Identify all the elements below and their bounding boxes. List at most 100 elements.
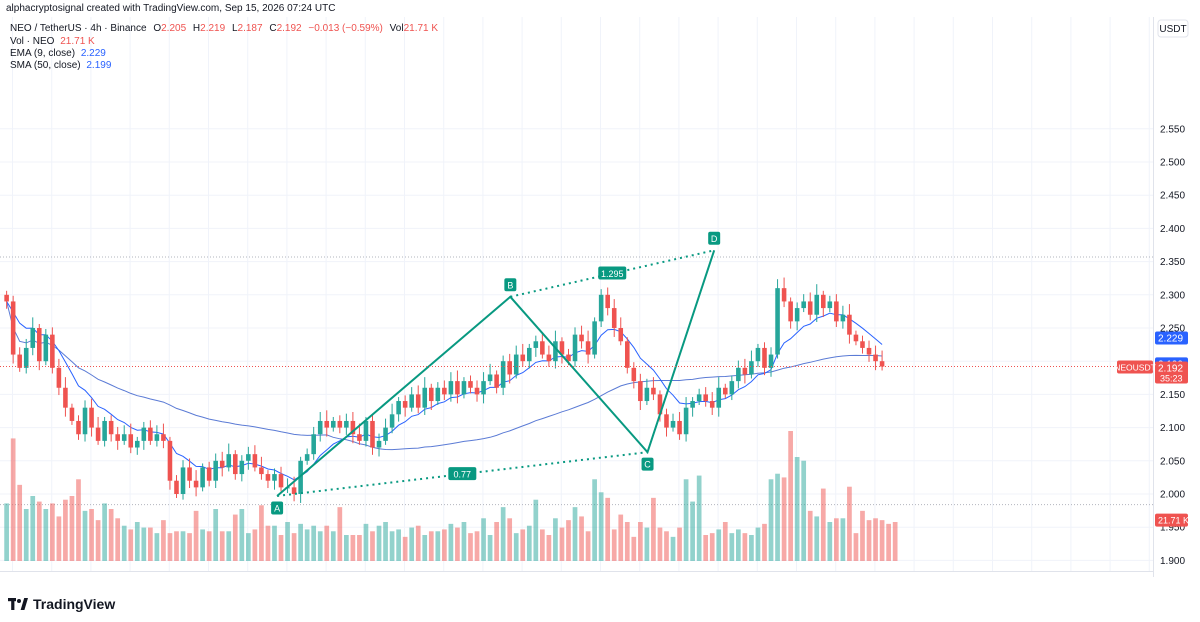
candle-body [507, 361, 512, 375]
candle-body [487, 374, 493, 382]
candle-body [252, 454, 258, 468]
candle-body [174, 480, 179, 494]
candle-body [135, 440, 140, 448]
price-axis-currency: USDT [1159, 24, 1186, 35]
chart-canvas[interactable]: 0.771.295ABCD2728293031Sep23456789101112… [0, 17, 1200, 600]
pattern-point-badge [271, 501, 284, 515]
candle-body [89, 407, 94, 428]
candle-body [376, 440, 382, 448]
legend-high-label: H [192, 23, 201, 34]
candle-body [128, 434, 134, 448]
candle-body [102, 420, 107, 441]
candle-body [82, 407, 88, 435]
candle-body [670, 420, 676, 428]
volume-bar [272, 525, 277, 561]
pattern-point-badge [641, 457, 654, 471]
candle-body [161, 434, 166, 441]
volume-bar [742, 533, 748, 561]
volume-bar [566, 520, 571, 561]
volume-bar [278, 535, 284, 561]
volume-bar [709, 533, 715, 561]
volume-bar [866, 520, 872, 561]
candle-body [389, 414, 395, 428]
candle-body [448, 381, 454, 395]
candle-body [442, 387, 447, 395]
legend-sma-value: 2.199 [86, 60, 112, 71]
volume-bar [206, 531, 212, 561]
candle-body [474, 387, 480, 395]
legend-vol-label: Vol [389, 23, 404, 34]
candle-body [180, 467, 186, 494]
legend-sma-row[interactable]: SMA (50, close) 2.199 [10, 60, 111, 72]
volume-bar [350, 535, 356, 561]
tradingview-logo[interactable]: TradingView [8, 596, 115, 612]
candle-body [468, 381, 473, 388]
candle-body [63, 387, 68, 408]
candle-body [749, 361, 754, 375]
candle-body [546, 354, 552, 362]
ema-price-tag-label: 2.229 [1158, 333, 1183, 344]
candle-body [566, 354, 571, 362]
candle-body [246, 454, 251, 461]
volume-bar [43, 509, 49, 561]
price-axis-tick-label: 2.250 [1160, 324, 1185, 335]
legend-ema-row[interactable]: EMA (9, close) 2.229 [10, 48, 106, 60]
chart-credit: alphacryptosignal created with TradingVi… [6, 3, 336, 14]
volume-bar [716, 529, 722, 561]
candle-body [572, 334, 578, 362]
volume-bar [788, 431, 793, 561]
price-chart[interactable]: 0.771.295ABCD2728293031Sep23456789101112… [0, 17, 1200, 600]
candle-body [50, 334, 55, 368]
candle-body [10, 301, 16, 355]
price-axis-tick-label: 1.950 [1160, 523, 1185, 534]
volume-bar [585, 531, 591, 561]
volume-bar [330, 531, 336, 561]
volume-bar [644, 527, 650, 561]
chart-header-bar: alphacryptosignal created with TradingVi… [0, 0, 1200, 17]
volume-bar [317, 531, 323, 561]
candle-body [206, 467, 212, 481]
candle-body [807, 301, 813, 315]
candle-body [95, 427, 101, 441]
candle-body [291, 487, 297, 494]
legend-volume-row[interactable]: Vol · NEO 21.71 K [10, 36, 95, 48]
volume-bar [148, 527, 153, 561]
pattern-point-label: B [507, 280, 513, 290]
pattern-ratio-label: 1.295 [601, 269, 624, 279]
volume-bar [396, 529, 401, 561]
price-axis-tick-label: 1.900 [1160, 556, 1185, 567]
volume-bar [722, 522, 728, 561]
volume-bar [526, 525, 532, 561]
volume-bar [30, 496, 36, 561]
volume-bar [363, 523, 369, 561]
legend-high-value: 2.219 [200, 23, 226, 34]
volume-bar [461, 522, 467, 561]
legend-symbol-row: NEO / TetherUS · 4h · Binance O2.205 H2.… [10, 23, 438, 35]
volume-bar [553, 518, 558, 561]
candle-body [115, 434, 120, 441]
volume-bar [873, 518, 878, 561]
volume-bar [50, 503, 55, 561]
candle-body [213, 460, 218, 481]
candle-body [76, 420, 81, 435]
candle-body [598, 294, 604, 322]
candle-body [317, 420, 323, 435]
volume-bar [324, 525, 330, 561]
volume-bar [193, 510, 199, 561]
volume-bar [840, 518, 846, 561]
legend-low-value: 2.187 [237, 23, 263, 34]
candle-body [618, 328, 624, 342]
candle-body [298, 460, 303, 494]
legend-vol-value: 21.71 K [403, 23, 439, 34]
candle-body [409, 394, 414, 408]
candle-body [370, 420, 375, 448]
candle-body [259, 467, 264, 475]
volume-bar [814, 516, 820, 561]
candle-body [193, 480, 199, 488]
volume-bar [853, 533, 859, 561]
candle-body [709, 401, 715, 408]
volume-bar [141, 527, 147, 561]
volume-bar [180, 531, 186, 561]
candle-body [781, 288, 787, 302]
legend-symbol[interactable]: NEO / TetherUS · 4h · Binance [10, 23, 147, 34]
